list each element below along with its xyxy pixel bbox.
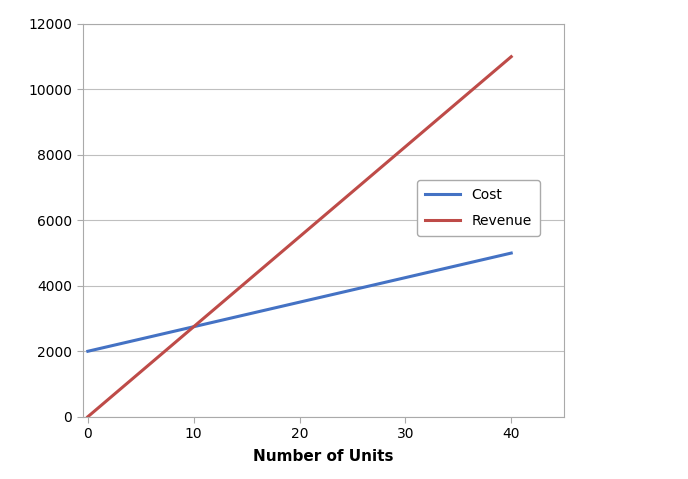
Legend: Cost, Revenue: Cost, Revenue bbox=[417, 180, 540, 236]
X-axis label: Number of Units: Number of Units bbox=[253, 449, 394, 465]
